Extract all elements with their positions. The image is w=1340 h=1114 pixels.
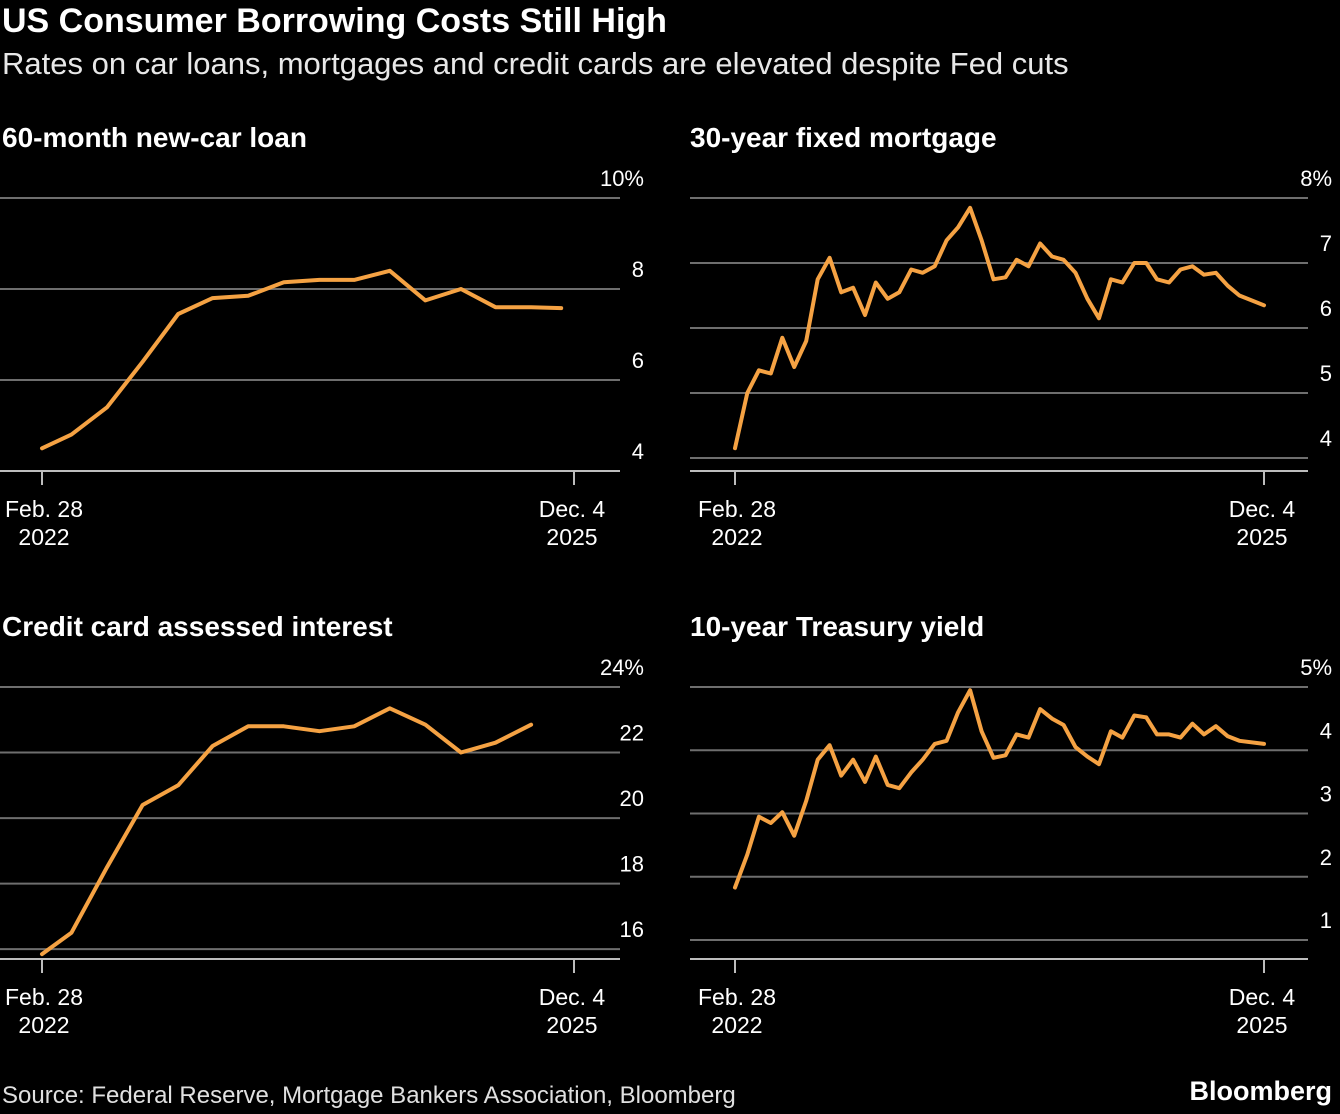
y-tick-label: 22 — [620, 721, 644, 746]
y-tick-label: 5 — [1320, 361, 1332, 386]
x-tick-label-end: 2025 — [546, 524, 597, 550]
y-tick-label: 24% — [600, 655, 644, 680]
y-tick-label: 4 — [1320, 426, 1332, 451]
y-tick-label: 16 — [620, 917, 644, 942]
x-tick-label-end: Dec. 4 — [1229, 496, 1296, 522]
y-tick-label: 2 — [1320, 845, 1332, 870]
x-tick-label-end: Dec. 4 — [539, 496, 606, 522]
x-tick-label-end: Dec. 4 — [539, 984, 606, 1010]
y-tick-label: 5% — [1300, 655, 1332, 680]
y-tick-label: 8% — [1300, 166, 1332, 191]
y-tick-label: 1 — [1320, 908, 1332, 933]
x-tick-label-start: 2022 — [711, 524, 762, 550]
y-tick-label: 7 — [1320, 231, 1332, 256]
bloomberg-logo: Bloomberg — [1189, 1076, 1332, 1107]
y-tick-label: 10% — [600, 166, 644, 191]
x-tick-label-end: 2025 — [546, 1012, 597, 1038]
y-tick-label: 8 — [632, 257, 644, 282]
x-tick-label-start: 2022 — [18, 1012, 69, 1038]
y-tick-label: 4 — [1320, 718, 1332, 743]
x-tick-label-end: 2025 — [1236, 1012, 1287, 1038]
source-note: Source: Federal Reserve, Mortgage Banker… — [2, 1082, 736, 1110]
y-tick-label: 6 — [632, 348, 644, 373]
y-tick-label: 18 — [620, 852, 644, 877]
y-tick-label: 4 — [632, 439, 644, 464]
series-line — [42, 708, 531, 954]
x-tick-label-end: 2025 — [1236, 524, 1287, 550]
x-tick-label-end: Dec. 4 — [1229, 984, 1296, 1010]
x-tick-label-start: Feb. 28 — [5, 984, 83, 1010]
x-tick-label-start: Feb. 28 — [698, 496, 776, 522]
x-tick-label-start: Feb. 28 — [5, 496, 83, 522]
x-tick-label-start: 2022 — [18, 524, 69, 550]
series-line — [42, 271, 561, 449]
y-tick-label: 6 — [1320, 296, 1332, 321]
series-line — [735, 690, 1264, 887]
y-tick-label: 20 — [620, 786, 644, 811]
y-tick-label: 3 — [1320, 782, 1332, 807]
x-tick-label-start: Feb. 28 — [698, 984, 776, 1010]
x-tick-label-start: 2022 — [711, 1012, 762, 1038]
